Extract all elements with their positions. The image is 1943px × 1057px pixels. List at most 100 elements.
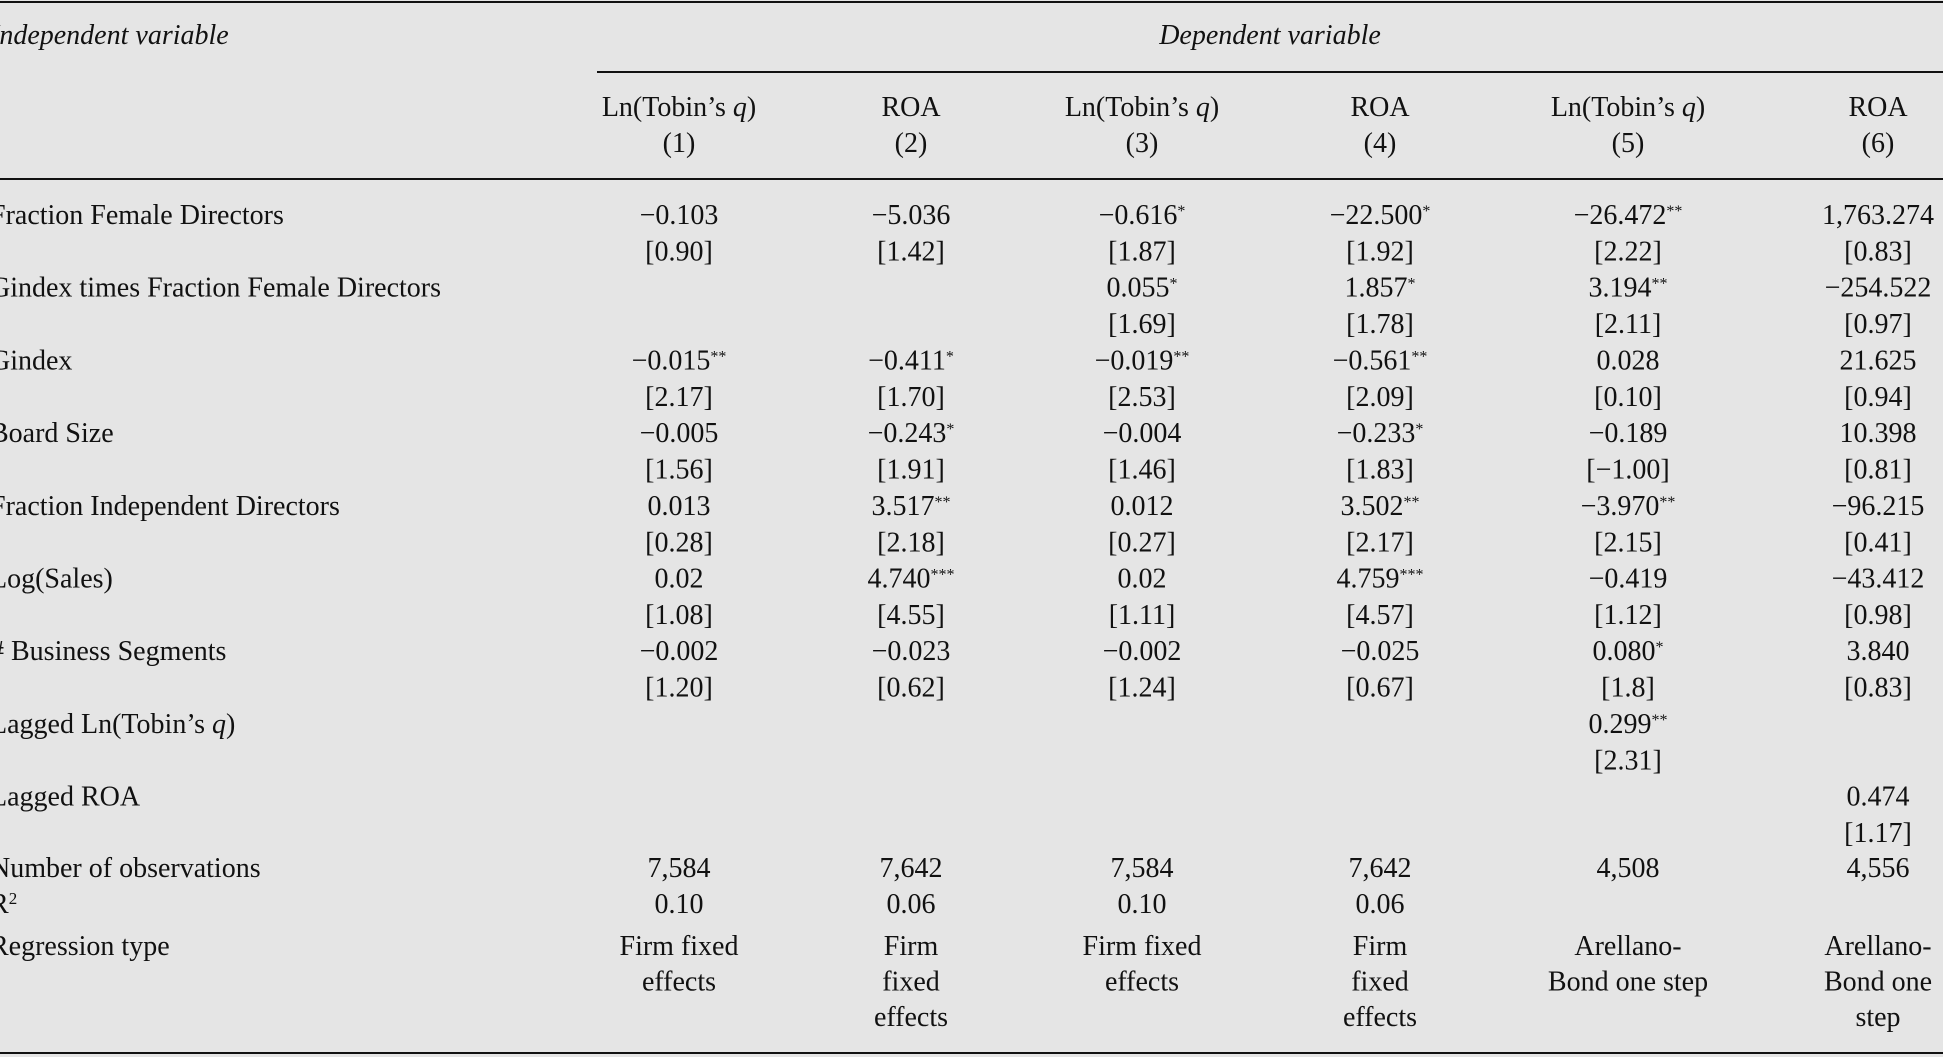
- text-part: Number of observations: [0, 853, 261, 884]
- t-statistic: [4.57]: [1346, 600, 1414, 631]
- regression-type: fixed: [882, 967, 940, 998]
- coef-value: 0.055: [1107, 273, 1170, 304]
- coefficient: 1.857*: [1345, 273, 1416, 304]
- coefficient: 0.299**: [1589, 709, 1668, 740]
- significance-stars: **: [935, 493, 951, 510]
- t-statistic: [1.87]: [1108, 237, 1176, 268]
- coef-value: −0.005: [640, 418, 719, 449]
- text-part: Board Size: [0, 418, 114, 449]
- coefficient: 1,763.274: [1822, 200, 1934, 231]
- coef-value: −0.243: [868, 418, 947, 449]
- coefficient: −0.233*: [1337, 418, 1424, 449]
- summary-value: 0.10: [1118, 889, 1167, 920]
- significance-stars: **: [1652, 711, 1668, 728]
- t-statistic: [2.15]: [1594, 527, 1662, 558]
- italic-part: q: [212, 709, 226, 740]
- significance-stars: *: [1656, 639, 1664, 656]
- coefficient: −0.005: [640, 418, 719, 449]
- t-statistic: [1.20]: [645, 673, 713, 704]
- text-part: ): [226, 709, 235, 740]
- text-part: Gindex: [0, 345, 72, 376]
- t-statistic: [2.18]: [877, 527, 945, 558]
- coef-value: 0.02: [1118, 564, 1167, 595]
- text-part: ROA: [881, 92, 941, 123]
- t-statistic: [2.22]: [1594, 237, 1662, 268]
- t-statistic: [2.09]: [1346, 382, 1414, 413]
- row-label: Regression type: [0, 931, 170, 962]
- coef-value: −0.189: [1589, 418, 1668, 449]
- t-statistic: [0.83]: [1844, 673, 1912, 704]
- coef-value: −22.500: [1330, 200, 1423, 231]
- t-statistic: [1.92]: [1346, 237, 1414, 268]
- text-part: Ln(Tobin’s: [1551, 92, 1682, 123]
- regression-type: Firm: [884, 931, 939, 962]
- coefficient: −0.243*: [868, 418, 955, 449]
- t-statistic: [1.83]: [1346, 455, 1414, 486]
- row-label: Gindex: [0, 345, 72, 376]
- coef-value: −0.002: [1103, 636, 1182, 667]
- coef-value: 0.012: [1111, 491, 1174, 522]
- t-statistic: [0.62]: [877, 673, 945, 704]
- coef-value: −0.004: [1103, 418, 1182, 449]
- t-statistic: [1.56]: [645, 455, 713, 486]
- text-part: Log(Sales): [0, 564, 113, 595]
- coef-value: 3.194: [1589, 273, 1652, 304]
- t-statistic: [1.91]: [877, 455, 945, 486]
- row-label: Gindex times Fraction Female Directors: [0, 273, 441, 304]
- column-head: ROA: [1848, 92, 1908, 123]
- significance-stars: **: [1659, 493, 1675, 510]
- coef-value: −0.561: [1333, 345, 1412, 376]
- summary-value: 0.10: [655, 889, 704, 920]
- coefficient: 0.474: [1847, 782, 1910, 813]
- column-head: Ln(Tobin’s q): [1551, 92, 1705, 123]
- coef-value: 1,763.274: [1822, 200, 1934, 231]
- t-statistic: [0.41]: [1844, 527, 1912, 558]
- italic-part: q: [733, 92, 747, 123]
- significance-stars: ***: [931, 566, 955, 583]
- text-part: Fraction Female Directors: [0, 200, 284, 231]
- coefficient: 0.02: [655, 564, 704, 595]
- t-statistic: [0.97]: [1844, 309, 1912, 340]
- coefficient: −3.970**: [1581, 491, 1676, 522]
- t-statistic: [1.8]: [1601, 673, 1655, 704]
- coefficient: −0.189: [1589, 418, 1668, 449]
- column-head: ROA: [1350, 92, 1410, 123]
- coef-value: 0.474: [1847, 782, 1910, 813]
- coefficient: −0.002: [1103, 636, 1182, 667]
- regression-type: Firm fixed: [620, 931, 739, 962]
- significance-stars: **: [1411, 348, 1427, 365]
- regression-type: Arellano-: [1824, 931, 1931, 962]
- regression-type: Firm fixed: [1083, 931, 1202, 962]
- italic-part: q: [1682, 92, 1696, 123]
- coefficient: −0.103: [640, 200, 719, 231]
- column-head: Ln(Tobin’s q): [602, 92, 756, 123]
- coef-value: −3.970: [1581, 491, 1660, 522]
- t-statistic: [0.67]: [1346, 673, 1414, 704]
- significance-stars: *: [1415, 421, 1423, 438]
- significance-stars: **: [1404, 493, 1420, 510]
- coefficient: −254.522: [1825, 273, 1932, 304]
- spanner-head: Dependent variable: [1158, 20, 1381, 51]
- column-number: (5): [1612, 128, 1645, 159]
- t-statistic: [1.24]: [1108, 673, 1176, 704]
- row-label: Lagged Ln(Tobin’s q): [0, 709, 235, 740]
- t-statistic: [2.53]: [1108, 382, 1176, 413]
- text-part: Ln(Tobin’s: [602, 92, 733, 123]
- column-number: (1): [663, 128, 696, 159]
- text-part: Lagged ROA: [0, 782, 141, 813]
- regression-type: effects: [874, 1002, 948, 1033]
- significance-stars: **: [1652, 275, 1668, 292]
- coefficient: −0.419: [1589, 564, 1668, 595]
- t-statistic: [0.28]: [645, 527, 713, 558]
- text-part: Gindex times Fraction Female Directors: [0, 273, 441, 304]
- t-statistic: [0.90]: [645, 237, 713, 268]
- coefficient: −5.036: [872, 200, 951, 231]
- summary-value: 4,508: [1597, 853, 1660, 884]
- t-statistic: [0.83]: [1844, 237, 1912, 268]
- t-statistic: [1.12]: [1594, 600, 1662, 631]
- text-part: ): [1696, 92, 1705, 123]
- summary-value: 7,584: [1111, 853, 1174, 884]
- coef-value: −0.019: [1095, 345, 1174, 376]
- regression-type: Bond one: [1824, 967, 1932, 998]
